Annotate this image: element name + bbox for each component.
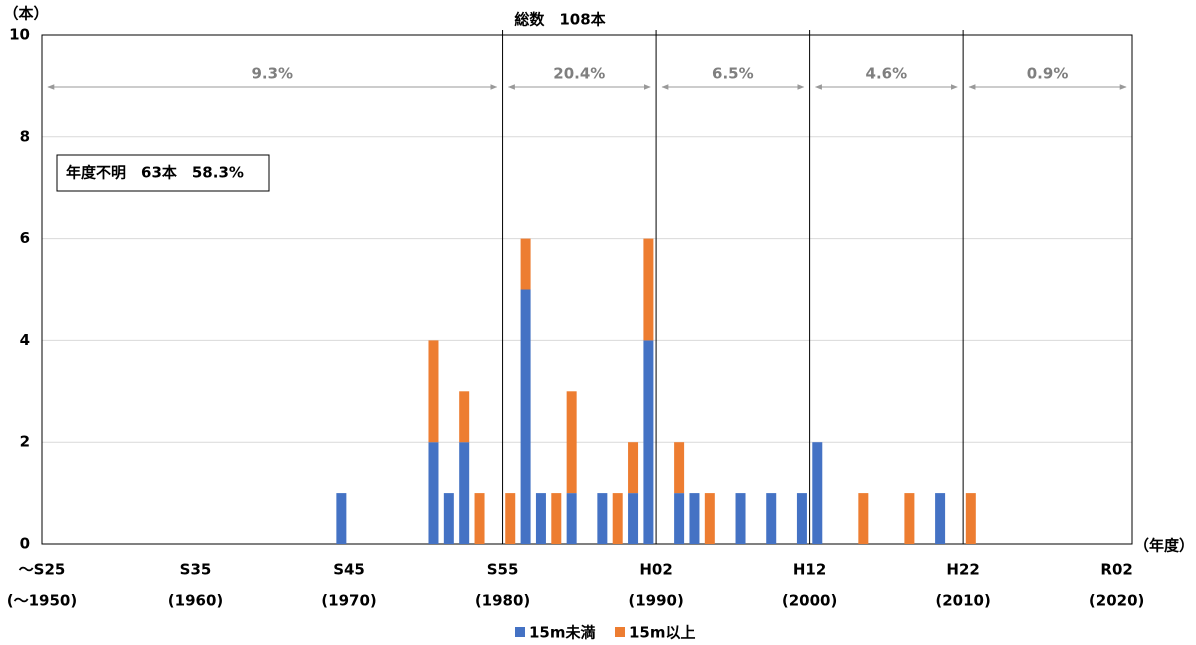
bar <box>459 391 470 443</box>
x-tick-sublabel: (1970) <box>321 592 376 610</box>
bar <box>674 493 685 544</box>
bar <box>812 442 823 544</box>
bar <box>428 340 439 443</box>
bar <box>520 238 531 290</box>
bar <box>858 493 869 544</box>
bar <box>551 493 562 544</box>
bar <box>935 493 946 544</box>
y-tick-label: 6 <box>20 229 30 247</box>
note-box <box>56 154 270 192</box>
legend-label: 15m未満 <box>529 624 596 642</box>
period-share: 6.5% <box>712 65 754 83</box>
bar <box>796 493 807 544</box>
bar <box>766 493 777 544</box>
bar <box>474 493 485 544</box>
x-tick-label: ～S25 <box>19 561 66 579</box>
bar <box>628 442 639 494</box>
y-tick-label: 10 <box>9 26 30 44</box>
y-tick-label: 8 <box>20 127 30 145</box>
x-tick-sublabel: (1990) <box>628 592 683 610</box>
period-share: 0.9% <box>1027 65 1069 83</box>
y-tick-label: 0 <box>20 535 30 553</box>
x-tick-sublabel: (1980) <box>475 592 530 610</box>
x-unit: （年度） <box>1134 537 1194 555</box>
bar <box>674 442 685 494</box>
bar <box>612 493 623 544</box>
x-tick-sublabel: (1960) <box>168 592 223 610</box>
legend-label: 15m以上 <box>629 624 696 642</box>
x-tick-label: S55 <box>487 561 519 579</box>
bar <box>336 493 347 544</box>
bar <box>689 493 700 544</box>
bar <box>904 493 915 544</box>
bar <box>566 493 577 544</box>
period-share: 9.3% <box>251 65 293 83</box>
note: 年度不明 63本 58.3% <box>66 164 244 182</box>
x-tick-sublabel: (2000) <box>782 592 837 610</box>
bar <box>643 340 654 544</box>
bar <box>597 493 608 544</box>
bar <box>628 493 639 544</box>
x-tick-sublabel: (2010) <box>935 592 990 610</box>
x-tick-label: H22 <box>946 561 979 579</box>
y-unit: （本） <box>3 5 48 23</box>
bar <box>566 391 577 494</box>
bar <box>643 238 654 341</box>
bar <box>704 493 715 544</box>
bar <box>428 442 439 544</box>
bar <box>459 442 470 544</box>
period-share: 4.6% <box>866 65 908 83</box>
x-tick-sublabel: (～1950) <box>7 592 77 610</box>
x-tick-sublabel: (2020) <box>1089 592 1144 610</box>
y-tick-label: 4 <box>20 331 30 349</box>
legend-swatch <box>615 627 625 637</box>
x-tick-label: R02 <box>1100 561 1132 579</box>
bar <box>735 493 746 544</box>
x-tick-label: H02 <box>639 561 672 579</box>
bar <box>535 493 546 544</box>
bar <box>505 493 516 544</box>
x-tick-label: H12 <box>793 561 826 579</box>
plot-frame <box>41 34 1133 545</box>
period-share: 20.4% <box>553 65 605 83</box>
x-tick-label: S45 <box>333 561 365 579</box>
bar <box>520 289 531 544</box>
bar <box>443 493 454 544</box>
bar <box>965 493 976 544</box>
x-tick-label: S35 <box>180 561 212 579</box>
chart-title: 総数 108本 <box>514 11 605 29</box>
legend-swatch <box>515 627 525 637</box>
y-tick-label: 2 <box>20 433 30 451</box>
